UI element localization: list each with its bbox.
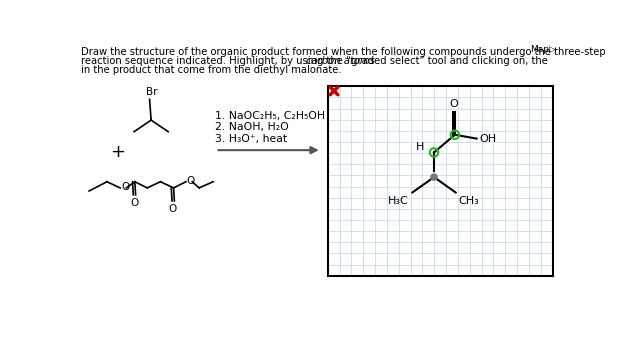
Circle shape bbox=[431, 174, 437, 180]
Text: Draw the structure of the organic product formed when the following compounds un: Draw the structure of the organic produc… bbox=[81, 47, 605, 57]
Text: 3. H₃O⁺, heat: 3. H₃O⁺, heat bbox=[216, 133, 288, 144]
Text: O: O bbox=[169, 204, 177, 214]
Text: OH: OH bbox=[479, 133, 496, 144]
Text: carbon atoms: carbon atoms bbox=[306, 56, 375, 66]
Bar bbox=[328, 86, 552, 276]
Text: O: O bbox=[122, 182, 130, 192]
Text: O: O bbox=[450, 98, 459, 109]
Text: 2. NaOH, H₂O: 2. NaOH, H₂O bbox=[216, 122, 289, 132]
Text: Br: Br bbox=[146, 87, 158, 97]
Text: in the product that come from the diethyl malonate.: in the product that come from the diethy… bbox=[81, 65, 341, 76]
Text: reaction sequence indicated. Highlight, by using the “graded select” tool and cl: reaction sequence indicated. Highlight, … bbox=[81, 56, 551, 66]
Text: H₃C: H₃C bbox=[388, 196, 409, 207]
Text: 1. NaOC₂H₅, C₂H₅OH: 1. NaOC₂H₅, C₂H₅OH bbox=[216, 110, 326, 120]
Text: Map▷: Map▷ bbox=[531, 46, 557, 54]
Text: +: + bbox=[110, 143, 125, 161]
Text: O: O bbox=[130, 198, 138, 208]
Text: H: H bbox=[416, 142, 425, 152]
Text: CH₃: CH₃ bbox=[458, 196, 479, 207]
Text: O: O bbox=[187, 176, 195, 186]
